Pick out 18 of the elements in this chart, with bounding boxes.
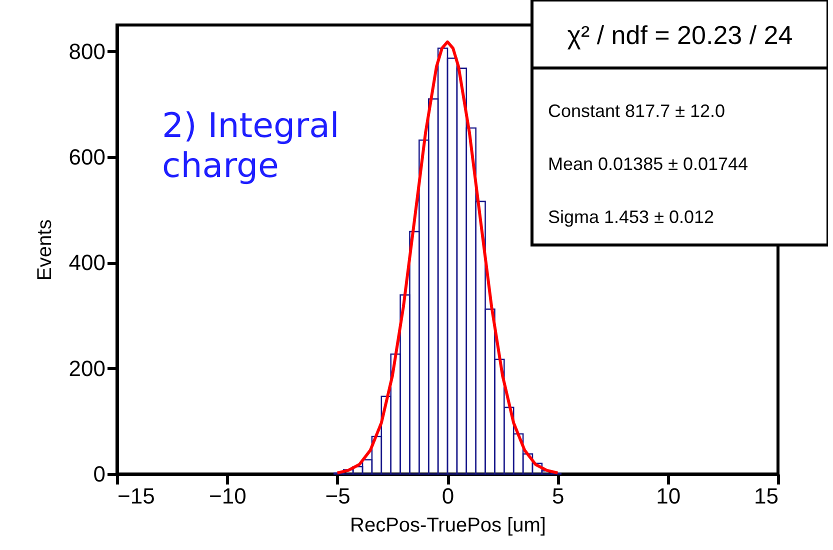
y-tick-label: 0 [93, 462, 106, 486]
x-tick-label: 5 [552, 484, 564, 508]
y-tick-label: 200 [68, 356, 106, 381]
y-tick-label: 800 [68, 38, 106, 64]
x-tick-label: 15 [754, 484, 778, 508]
annotation: 2) Integral charge [162, 106, 340, 186]
y-tick-label: 400 [68, 250, 106, 276]
x-tick-label: −15 [118, 484, 155, 508]
x-tick-label: −5 [325, 484, 350, 508]
y-tick-label: 600 [68, 144, 106, 170]
annotation: Constant 817.7 ± 12.0 [548, 101, 726, 121]
annotation: Mean 0.01385 ± 0.01744 [548, 154, 748, 174]
x-tick-label: 10 [656, 484, 681, 508]
x-axis-title: RecPos-TruePos [um] [350, 514, 546, 536]
x-tick-label: 0 [442, 484, 454, 508]
annotation: Sigma 1.453 ± 0.012 [548, 207, 714, 227]
y-axis-title: Events [34, 219, 56, 281]
x-tick-label: −10 [209, 484, 246, 508]
